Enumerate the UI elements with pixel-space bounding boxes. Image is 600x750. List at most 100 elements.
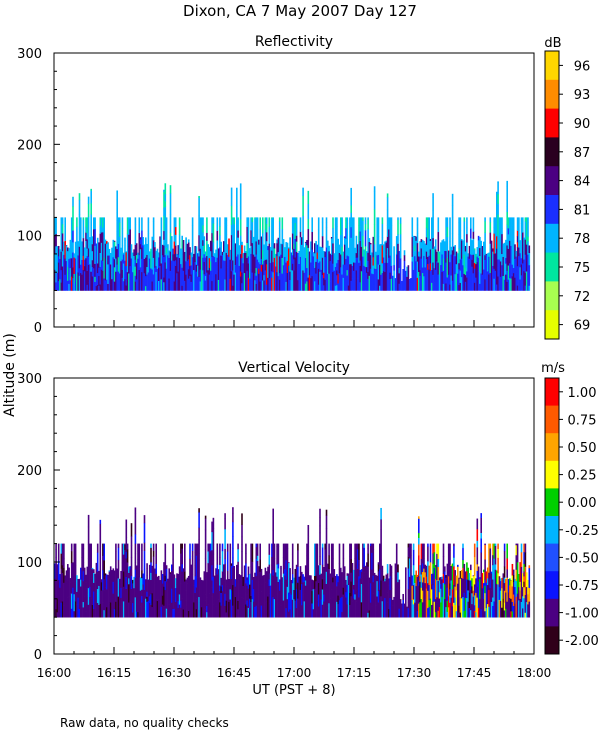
radar-cell xyxy=(451,606,454,618)
radar-cell xyxy=(68,577,70,597)
radar-cell xyxy=(102,543,104,556)
radar-cell xyxy=(174,587,177,603)
radar-cell xyxy=(87,571,90,589)
radar-cell xyxy=(372,543,375,550)
radar-cell xyxy=(181,543,183,549)
radar-cell xyxy=(347,584,350,602)
radar-cell xyxy=(472,575,475,591)
radar-cell xyxy=(133,587,135,597)
radar-cell xyxy=(360,240,363,247)
radar-cell xyxy=(181,285,183,291)
radar-cell xyxy=(236,583,238,598)
radar-cell xyxy=(351,265,354,279)
radar-cell xyxy=(427,217,429,224)
radar-cell xyxy=(510,227,512,246)
radar-cell xyxy=(351,278,354,291)
radar-cell xyxy=(360,270,363,291)
radar-cell xyxy=(72,196,74,207)
radar-cell xyxy=(138,608,141,618)
radar-cell xyxy=(450,597,453,618)
radar-cell xyxy=(204,600,207,610)
radar-cell xyxy=(424,564,427,573)
radar-cell xyxy=(353,250,355,263)
radar-cell xyxy=(130,250,133,259)
radar-cell xyxy=(457,583,459,600)
radar-cell xyxy=(518,262,520,282)
radar-cell xyxy=(414,235,416,237)
radar-cell xyxy=(77,241,79,249)
radar-cell xyxy=(520,217,523,224)
radar-cell xyxy=(96,263,99,274)
radar-cell xyxy=(207,249,209,271)
radar-cell xyxy=(112,568,115,582)
radar-cell xyxy=(102,244,104,261)
radar-cell xyxy=(472,231,475,239)
radar-cell xyxy=(507,234,510,249)
radar-cell xyxy=(518,217,520,231)
radar-cell xyxy=(291,543,294,545)
radar-cell xyxy=(202,245,204,258)
radar-cell xyxy=(82,601,85,608)
colorbar-swatch xyxy=(545,252,559,282)
radar-cell xyxy=(312,608,315,618)
radar-cell xyxy=(184,259,186,276)
radar-cell xyxy=(295,589,298,609)
radar-cell xyxy=(481,274,484,291)
radar-cell xyxy=(460,570,463,578)
radar-cell xyxy=(152,252,155,258)
radar-cell xyxy=(263,581,265,600)
radar-cell xyxy=(290,263,293,271)
radar-cell xyxy=(129,283,131,291)
radar-cell xyxy=(410,593,412,602)
radar-cell xyxy=(449,550,451,570)
radar-cell xyxy=(199,224,202,237)
radar-cell xyxy=(233,239,235,256)
radar-cell xyxy=(393,599,395,618)
radar-cell xyxy=(264,229,267,240)
radar-cell xyxy=(398,273,401,284)
radar-cell xyxy=(515,251,518,257)
radar-cell xyxy=(315,554,317,576)
radar-cell xyxy=(477,257,480,272)
radar-cell xyxy=(346,604,349,618)
radar-cell xyxy=(360,217,363,222)
radar-cell xyxy=(425,244,428,252)
radar-cell xyxy=(481,597,484,618)
radar-cell xyxy=(133,596,135,618)
radar-cell xyxy=(258,595,260,607)
radar-cell xyxy=(96,272,99,285)
radar-cell xyxy=(412,543,415,550)
radar-cell xyxy=(225,225,228,235)
radar-cell xyxy=(329,253,332,262)
radar-cell xyxy=(265,264,268,285)
radar-cell xyxy=(380,265,382,275)
radar-cell xyxy=(194,565,196,577)
radar-cell xyxy=(516,285,519,291)
radar-cell xyxy=(522,280,524,291)
radar-cell xyxy=(489,253,492,273)
radar-cell xyxy=(98,267,100,277)
radar-cell xyxy=(286,242,289,261)
radar-cell xyxy=(204,280,207,291)
radar-cell xyxy=(197,253,199,266)
radar-cell xyxy=(164,547,167,565)
radar-cell xyxy=(86,572,89,590)
radar-cell xyxy=(336,226,338,236)
radar-cell xyxy=(211,237,213,257)
radar-cell xyxy=(93,229,95,245)
radar-cell xyxy=(164,570,167,576)
radar-cell xyxy=(447,547,450,569)
radar-cell xyxy=(353,584,355,590)
radar-cell xyxy=(425,237,428,245)
radar-cell xyxy=(489,578,492,588)
radar-cell xyxy=(510,611,512,618)
radar-cell xyxy=(342,264,345,278)
radar-cell xyxy=(206,240,208,257)
radar-cell xyxy=(363,584,365,598)
radar-cell xyxy=(480,532,482,539)
radar-cell xyxy=(100,579,103,583)
radar-cell xyxy=(104,243,107,260)
radar-cell xyxy=(338,569,341,581)
radar-cell xyxy=(476,261,479,281)
radar-cell xyxy=(302,231,304,246)
